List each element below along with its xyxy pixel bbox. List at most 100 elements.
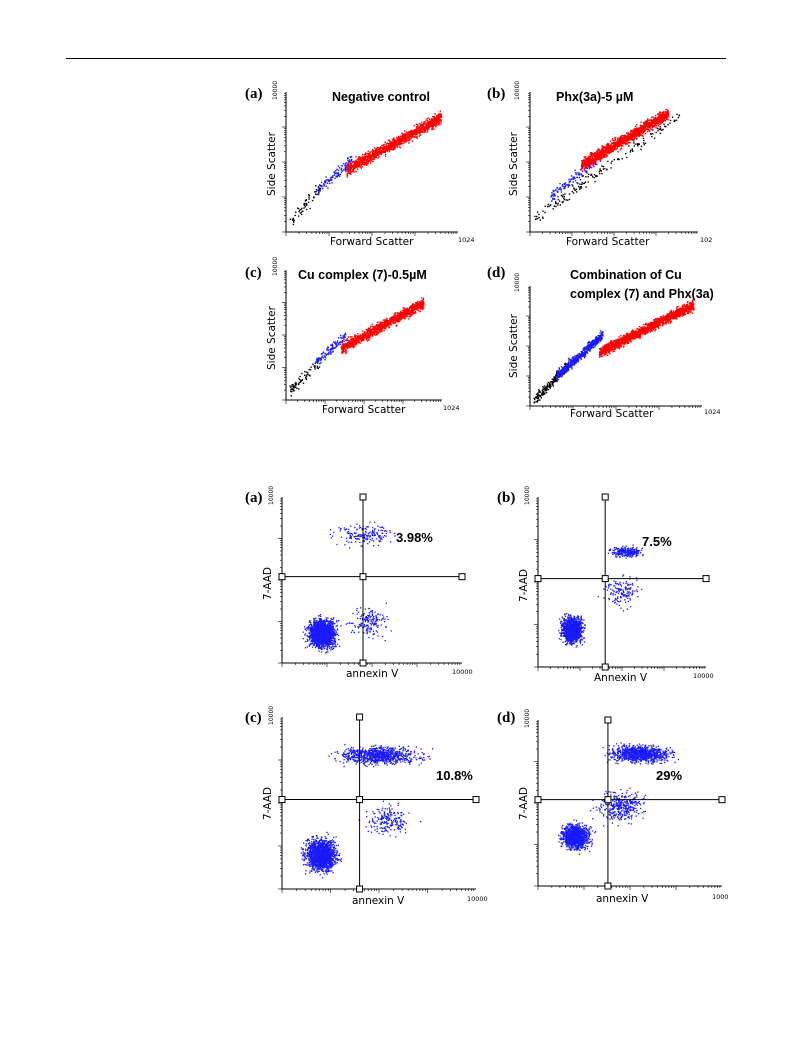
data-point [590, 163, 593, 165]
data-point [641, 128, 643, 131]
data-point [661, 111, 663, 114]
data-point [644, 126, 646, 128]
data-point [362, 162, 365, 164]
data-point [295, 384, 297, 386]
data-point [583, 182, 586, 184]
data-point [384, 328, 387, 330]
data-point [600, 153, 602, 156]
data-point [610, 144, 612, 147]
data-point [333, 171, 336, 174]
data-point [633, 133, 635, 135]
data-point [340, 340, 342, 343]
data-point [416, 306, 418, 309]
data-point [318, 191, 320, 194]
data-point [410, 131, 413, 133]
data-point [644, 142, 647, 144]
data-point [403, 138, 405, 140]
data-point [350, 164, 352, 167]
data-point [562, 200, 564, 203]
data-point [563, 182, 565, 185]
data-point [361, 163, 364, 165]
data-point [354, 167, 356, 170]
data-point [430, 119, 432, 121]
data-point [324, 352, 326, 355]
panel-title: Negative control [332, 90, 430, 104]
data-point [611, 148, 614, 150]
data-point [588, 166, 591, 168]
data-point [352, 161, 354, 163]
data-point [307, 372, 309, 374]
data-point [344, 332, 347, 334]
data-point [416, 131, 418, 133]
data-point [388, 322, 390, 325]
data-point [411, 305, 413, 307]
data-point [655, 114, 657, 116]
data-point [410, 137, 412, 140]
data-point [607, 149, 609, 152]
data-point [293, 221, 295, 223]
data-point [607, 160, 609, 163]
data-point [427, 126, 429, 128]
data-point [667, 110, 669, 112]
data-point [410, 307, 412, 309]
data-point [605, 146, 607, 148]
data-point [378, 331, 380, 333]
data-point [366, 160, 368, 163]
data-point [648, 119, 650, 122]
data-point [585, 162, 587, 164]
data-point [413, 306, 416, 308]
data-point [578, 185, 580, 188]
data-point [381, 327, 384, 330]
data-point [597, 152, 600, 155]
data-point [339, 343, 342, 345]
data-point [398, 142, 400, 144]
data-point [431, 118, 433, 120]
data-point [305, 203, 308, 205]
data-point [393, 141, 395, 143]
data-point [355, 337, 357, 339]
data-point [633, 145, 635, 147]
data-point [618, 145, 620, 147]
data-point [344, 169, 346, 171]
data-point [305, 208, 308, 211]
data-point [317, 193, 319, 195]
data-point [587, 181, 589, 183]
data-point [398, 312, 400, 315]
data-point [374, 333, 376, 335]
data-point [552, 198, 554, 201]
data-point [558, 368, 561, 370]
data-point [551, 380, 554, 383]
data-point [429, 121, 431, 123]
data-point [401, 316, 403, 318]
data-point [303, 203, 305, 205]
data-point [425, 122, 428, 124]
data-point [426, 125, 429, 127]
data-point [404, 130, 406, 132]
data-point [329, 177, 332, 179]
data-point [341, 352, 344, 354]
data-point [361, 157, 364, 160]
data-point [616, 144, 618, 146]
data-point [422, 308, 424, 311]
data-point [632, 150, 634, 152]
data-point [594, 162, 597, 164]
data-point [560, 188, 562, 190]
data-point [358, 163, 360, 165]
data-point [344, 345, 346, 348]
data-point [328, 348, 330, 351]
data-point [385, 320, 387, 323]
data-point [327, 187, 329, 189]
data-point [636, 134, 638, 136]
data-point [542, 217, 544, 219]
data-point [395, 144, 398, 146]
data-point [371, 334, 374, 336]
data-point [328, 352, 330, 355]
data-point [391, 317, 393, 319]
data-point [634, 128, 636, 131]
data-point [423, 125, 425, 127]
data-point [338, 167, 341, 169]
data-point [645, 127, 647, 130]
data-point [392, 148, 395, 150]
data-point [586, 170, 588, 173]
data-point [357, 339, 359, 341]
